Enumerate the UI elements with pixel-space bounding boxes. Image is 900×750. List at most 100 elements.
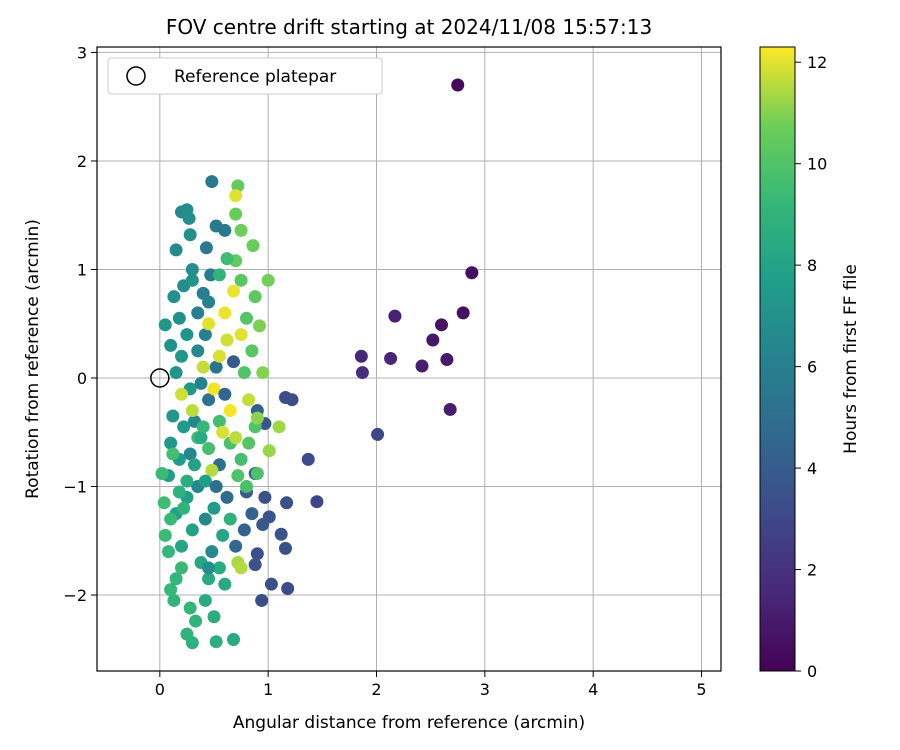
data-point: [248, 290, 262, 304]
data-point: [240, 311, 253, 325]
data-point: [172, 311, 186, 325]
data-point: [220, 252, 234, 266]
data-point: [264, 577, 278, 591]
data-point: [246, 239, 260, 253]
y-tick-label: 2: [77, 152, 87, 171]
data-point: [177, 420, 191, 434]
colorbar-tick-label: 4: [807, 459, 817, 478]
data-point: [234, 452, 248, 466]
y-tick-label: 3: [77, 43, 87, 62]
data-point: [229, 207, 243, 221]
data-point: [223, 404, 237, 418]
data-point: [280, 496, 294, 510]
data-point: [261, 273, 275, 287]
data-point: [229, 539, 243, 553]
data-point: [207, 501, 221, 515]
x-tick-label: 0: [155, 680, 165, 699]
data-point: [202, 442, 216, 456]
data-point: [175, 387, 188, 401]
data-point: [167, 593, 181, 607]
x-axis-ticks: 0 1 2 3 4 5: [155, 671, 707, 699]
data-point: [188, 458, 201, 472]
data-point: [202, 295, 216, 309]
data-point: [185, 523, 199, 537]
colorbar-tick-label: 6: [807, 358, 817, 377]
data-point: [384, 351, 398, 365]
data-point: [198, 474, 212, 488]
colorbar-tick-label: 0: [807, 662, 817, 681]
colorbar-ticks: 0 2 4 6 8 10 12: [795, 53, 827, 681]
data-point: [194, 431, 208, 445]
data-point: [164, 512, 178, 526]
data-point: [180, 474, 194, 488]
data-point: [198, 593, 212, 607]
data-point: [245, 507, 259, 521]
x-axis-label: Angular distance from reference (arcmin): [233, 713, 585, 733]
data-point: [191, 344, 205, 358]
data-point: [185, 262, 199, 276]
data-point: [155, 466, 169, 480]
data-point: [169, 572, 183, 586]
data-point: [310, 495, 324, 509]
y-tick-label: 0: [77, 369, 87, 388]
data-point: [435, 318, 448, 332]
x-tick-label: 1: [263, 680, 273, 699]
legend-label: Reference platepar: [174, 67, 336, 87]
y-axis-ticks: −2 −1 0 1 2 3: [63, 43, 97, 605]
data-point: [415, 359, 429, 373]
colorbar-tick-label: 12: [807, 53, 827, 72]
x-tick-label: 5: [696, 680, 706, 699]
data-point: [212, 414, 226, 428]
legend-box: [107, 57, 383, 95]
grid-lines: [97, 47, 721, 671]
data-point: [175, 349, 188, 363]
data-point: [234, 328, 248, 342]
data-point: [164, 436, 178, 450]
colorbar-tick-label: 10: [807, 155, 827, 174]
data-point: [167, 290, 181, 304]
data-point: [355, 366, 369, 380]
data-point: [166, 409, 180, 423]
data-point: [198, 328, 212, 342]
data-point: [175, 561, 188, 575]
colorbar-tick-label: 8: [807, 256, 817, 275]
data-point: [279, 391, 292, 405]
data-point: [216, 528, 230, 542]
data-point: [237, 523, 251, 537]
data-point: [279, 541, 292, 555]
data-point: [183, 447, 197, 461]
data-point: [209, 360, 223, 374]
reference-marker: [150, 368, 170, 388]
data-point: [231, 179, 245, 193]
data-point: [216, 425, 230, 439]
data-points: [155, 78, 479, 650]
data-point: [212, 268, 226, 282]
data-point: [234, 273, 248, 287]
data-point: [202, 393, 216, 407]
data-point: [255, 593, 269, 607]
legend-marker: [126, 66, 146, 86]
data-point: [196, 360, 210, 374]
data-point: [248, 558, 262, 572]
data-point: [182, 211, 196, 225]
data-point: [272, 420, 286, 434]
data-point: [202, 572, 216, 586]
data-point: [209, 480, 223, 494]
x-tick-label: 2: [371, 680, 381, 699]
chart-title: FOV centre drift starting at 2024/11/08 …: [166, 15, 652, 39]
data-point: [207, 382, 221, 396]
data-point: [354, 349, 368, 363]
data-point: [212, 561, 226, 575]
data-point: [388, 309, 402, 323]
data-point: [199, 241, 213, 255]
data-point: [223, 512, 237, 526]
data-point: [202, 561, 216, 575]
x-tick-label: 3: [480, 680, 490, 699]
data-point: [234, 561, 248, 575]
data-point: [189, 614, 203, 628]
data-point: [172, 485, 186, 499]
data-point: [207, 610, 221, 624]
data-point: [183, 228, 197, 242]
y-axis-label: Rotation from reference (arcmin): [23, 219, 43, 499]
